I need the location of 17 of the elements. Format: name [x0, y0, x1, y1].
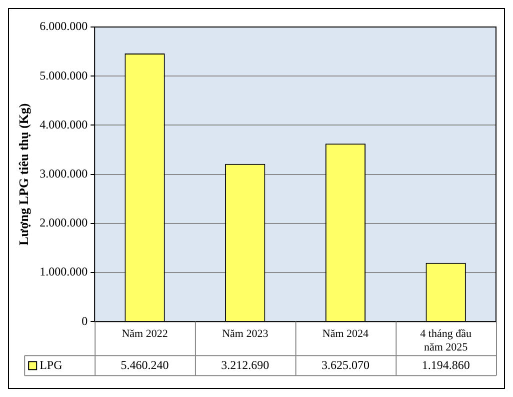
data-label: 3.625.070: [321, 358, 370, 372]
data-label: 1.194.860: [422, 358, 470, 372]
y-axis-title: Lượng LPG tiêu thụ (Kg): [16, 103, 32, 246]
y-tick-label: 2.000.000: [40, 216, 88, 230]
data-label: 5.460.240: [120, 358, 169, 372]
x-tick-label: 4 tháng đầu năm 2025: [420, 328, 472, 354]
x-tick-label: Năm 2023: [222, 328, 269, 340]
x-tick-label: Năm 2024: [322, 328, 370, 340]
y-tick-label: 6.000.000: [40, 19, 88, 34]
data-label: 3.212.690: [221, 358, 270, 372]
y-tick-label: 0: [82, 314, 88, 328]
y-tick-label: 5.000.000: [40, 68, 88, 82]
y-tick-label: 4.000.000: [40, 117, 88, 132]
x-tick-label: Năm 2022: [122, 328, 168, 340]
y-tick-label: 1.000.000: [40, 264, 88, 279]
y-tick-label: 3.000.000: [40, 166, 88, 180]
legend-label: LPG: [40, 358, 63, 372]
